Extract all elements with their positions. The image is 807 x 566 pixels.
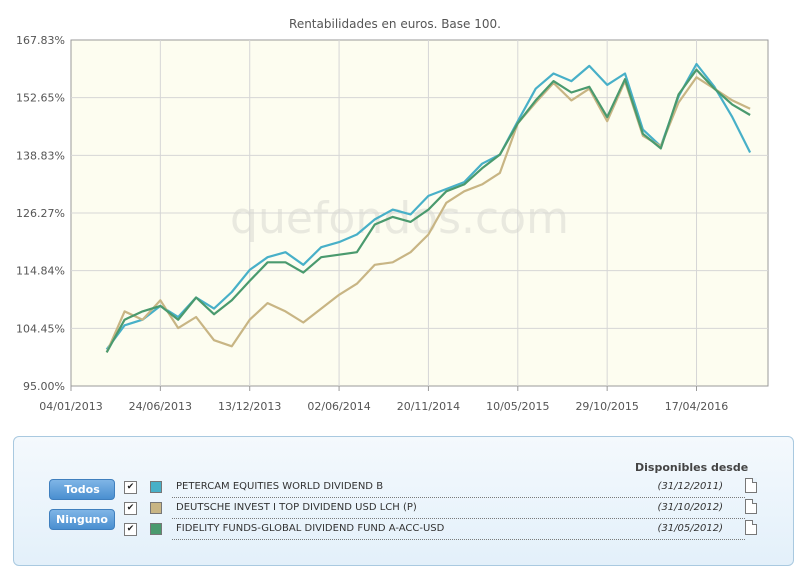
row-divider — [172, 539, 745, 540]
legend-row: ✔ PETERCAM EQUITIES WORLD DIVIDEND B (31… — [124, 478, 757, 498]
legend-row: ✔ FIDELITY FUNDS-GLOBAL DIVIDEND FUND A-… — [124, 520, 757, 540]
available-since-date: (31/12/2011) — [657, 481, 723, 492]
y-tick-label: 95.00% — [23, 380, 65, 393]
y-tick-label: 114.84% — [16, 265, 65, 278]
x-tick-label: 20/11/2014 — [397, 400, 460, 413]
x-tick-label: 29/10/2015 — [575, 400, 638, 413]
performance-chart: Rentabilidades en euros. Base 100. quefo… — [16, 17, 769, 413]
y-tick-label: 138.83% — [16, 149, 65, 162]
document-icon[interactable] — [745, 478, 757, 493]
document-icon[interactable] — [745, 499, 757, 514]
fund-name[interactable]: FIDELITY FUNDS-GLOBAL DIVIDEND FUND A-AC… — [176, 523, 445, 534]
row-divider — [172, 518, 745, 519]
series-color-swatch — [150, 502, 162, 514]
chart-title: Rentabilidades en euros. Base 100. — [289, 17, 501, 31]
y-tick-label: 152.65% — [16, 92, 65, 105]
legend-panel: Todos Ninguno Disponibles desde ✔ PETERC… — [13, 436, 794, 566]
x-axis-ticks: 04/01/2013 24/06/2013 13/12/2013 02/06/2014… — [39, 386, 728, 413]
y-tick-label: 167.83% — [16, 34, 65, 47]
series-checkbox[interactable]: ✔ — [124, 502, 137, 515]
series-color-swatch — [150, 523, 162, 535]
gridlines — [71, 40, 768, 386]
series-color-swatch — [150, 481, 162, 493]
y-tick-label: 126.27% — [16, 207, 65, 220]
x-tick-label: 02/06/2014 — [307, 400, 370, 413]
legend-row: ✔ DEUTSCHE INVEST I TOP DIVIDEND USD LCH… — [124, 499, 757, 519]
available-since-header: Disponibles desde — [635, 461, 749, 474]
x-tick-label: 17/04/2016 — [665, 400, 728, 413]
document-icon[interactable] — [745, 520, 757, 535]
x-tick-label: 13/12/2013 — [218, 400, 281, 413]
available-since-date: (31/10/2012) — [657, 502, 723, 513]
y-tick-label: 104.45% — [16, 322, 65, 335]
series-checkbox[interactable]: ✔ — [124, 523, 137, 536]
x-tick-label: 10/05/2015 — [486, 400, 549, 413]
fund-name[interactable]: PETERCAM EQUITIES WORLD DIVIDEND B — [176, 481, 384, 492]
series-line-1 — [105, 62, 752, 351]
fund-name[interactable]: DEUTSCHE INVEST I TOP DIVIDEND USD LCH (… — [176, 502, 417, 513]
y-axis-ticks: 95.00% 104.45% 114.84% 126.27% 138.83% 152.65… — [16, 34, 65, 393]
select-none-button[interactable]: Ninguno — [49, 509, 115, 530]
x-tick-label: 24/06/2013 — [129, 400, 192, 413]
available-since-date: (31/05/2012) — [657, 523, 723, 534]
series-lines — [105, 62, 752, 353]
series-line-3 — [105, 68, 751, 353]
series-line-2 — [105, 76, 751, 353]
series-checkbox[interactable]: ✔ — [124, 481, 137, 494]
x-tick-label: 04/01/2013 — [39, 400, 102, 413]
select-all-button[interactable]: Todos — [49, 479, 115, 500]
row-divider — [172, 497, 745, 498]
